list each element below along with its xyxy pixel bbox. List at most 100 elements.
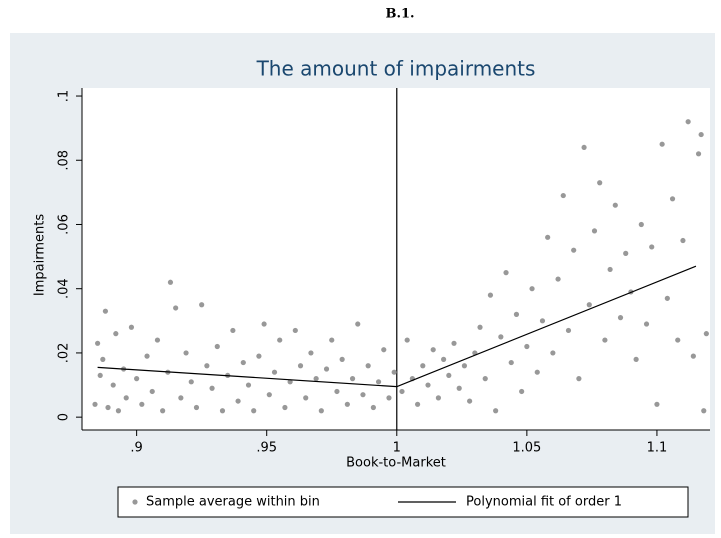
legend-marker (132, 499, 138, 505)
point (664, 295, 670, 301)
point (375, 379, 382, 385)
figure-label: B.1. (385, 7, 414, 22)
point (571, 247, 577, 253)
point (113, 331, 119, 337)
point (230, 327, 236, 334)
point (386, 395, 392, 401)
point (649, 244, 655, 250)
point (435, 395, 442, 401)
x-tick-label: .9 (130, 441, 142, 456)
point (381, 347, 387, 353)
point (188, 379, 194, 385)
y-tick-label: 0 (57, 413, 72, 421)
point (128, 324, 135, 330)
point (524, 343, 530, 350)
point (690, 353, 696, 359)
point (219, 408, 226, 414)
point (235, 398, 241, 404)
point (178, 395, 184, 401)
point (446, 372, 452, 379)
point (344, 401, 350, 407)
point (102, 308, 109, 314)
point (638, 221, 644, 228)
point (529, 286, 535, 292)
point (370, 404, 376, 411)
point (597, 180, 603, 186)
point (695, 151, 702, 157)
point (698, 131, 704, 138)
point (123, 395, 129, 401)
point (586, 302, 592, 308)
chart-title: The amount of impairments (256, 57, 536, 81)
point (534, 369, 540, 375)
point (607, 266, 613, 273)
point (277, 337, 283, 343)
point (539, 318, 546, 324)
point (92, 401, 98, 407)
x-axis-label: Book-to-Market (346, 456, 446, 471)
point (256, 353, 262, 359)
point (701, 408, 707, 414)
point (545, 234, 551, 240)
point (425, 382, 431, 388)
point (183, 350, 189, 356)
point (139, 401, 145, 407)
point (287, 379, 293, 385)
point (209, 385, 215, 391)
point (477, 324, 483, 330)
y-tick-label: .1 (57, 90, 72, 102)
point (110, 382, 116, 388)
x-tick-label: .95 (256, 441, 277, 456)
legend-label: Polynomial fit of order 1 (466, 495, 622, 510)
point (414, 401, 421, 407)
point (513, 311, 520, 317)
point (654, 401, 660, 407)
point (95, 340, 101, 346)
point (591, 228, 598, 234)
point (503, 270, 509, 276)
point (149, 388, 155, 395)
point (669, 196, 676, 202)
point (282, 404, 288, 411)
point (266, 392, 272, 398)
point (355, 321, 361, 327)
point (349, 376, 356, 382)
y-tick-label: .06 (57, 214, 72, 235)
point (292, 327, 298, 334)
y-tick-label: .02 (57, 343, 72, 364)
point (451, 340, 457, 346)
point (167, 279, 174, 285)
point (498, 334, 504, 340)
point (456, 385, 462, 391)
point (602, 337, 608, 343)
point (493, 408, 499, 414)
point (297, 363, 304, 369)
plot-area (82, 88, 710, 430)
point (560, 192, 566, 199)
y-tick-label: .04 (57, 278, 72, 299)
point (461, 363, 468, 369)
point (576, 376, 582, 382)
point (144, 353, 150, 359)
point (308, 350, 314, 356)
point (399, 388, 405, 395)
point (334, 388, 340, 395)
point (261, 321, 267, 327)
point (612, 202, 618, 208)
x-tick-label: 1 (393, 441, 401, 456)
point (100, 356, 106, 362)
x-tick-label: 1.1 (647, 441, 668, 456)
x-tick-label: 1.05 (512, 441, 541, 456)
point (675, 337, 681, 343)
point (550, 350, 556, 356)
point (685, 119, 691, 125)
point (160, 408, 166, 414)
point (271, 369, 278, 375)
point (251, 408, 257, 414)
point (519, 388, 525, 395)
point (482, 376, 488, 382)
point (633, 356, 639, 362)
point (245, 382, 252, 388)
legend-label: Sample average within bin (146, 495, 320, 510)
